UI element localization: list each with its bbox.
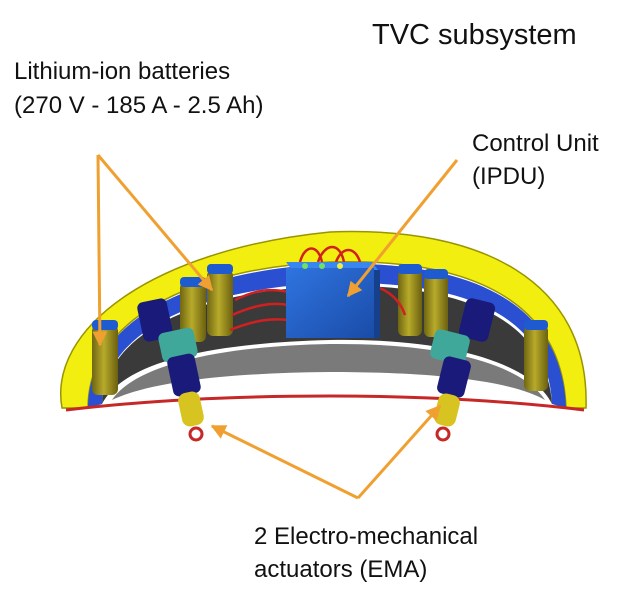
arrow-actuator-left xyxy=(210,424,359,500)
batteries-label: Lithium-ion batteries xyxy=(14,58,231,85)
arrow-control-unit xyxy=(346,159,459,298)
actuator-left xyxy=(137,298,204,442)
ipdu-control-unit xyxy=(286,262,380,338)
control-unit-label: Control Unit xyxy=(472,130,599,157)
callout-arrows xyxy=(92,154,459,500)
actuators-label: 2 Electro-mechanical xyxy=(254,523,479,550)
batteries-spec-label: (270 V - 185 A - 2.5 Ah) xyxy=(14,92,264,119)
battery-pack-right xyxy=(398,264,548,391)
arrow-battery-right xyxy=(96,154,214,292)
control-unit-abbrev-label: (IPDU) xyxy=(472,163,546,190)
arrow-actuator-right xyxy=(356,404,442,499)
arrow-battery-left xyxy=(92,154,108,347)
actuators-abbrev-label: actuators (EMA) xyxy=(254,556,428,583)
diagram-title: TVC subsystem xyxy=(372,19,577,51)
